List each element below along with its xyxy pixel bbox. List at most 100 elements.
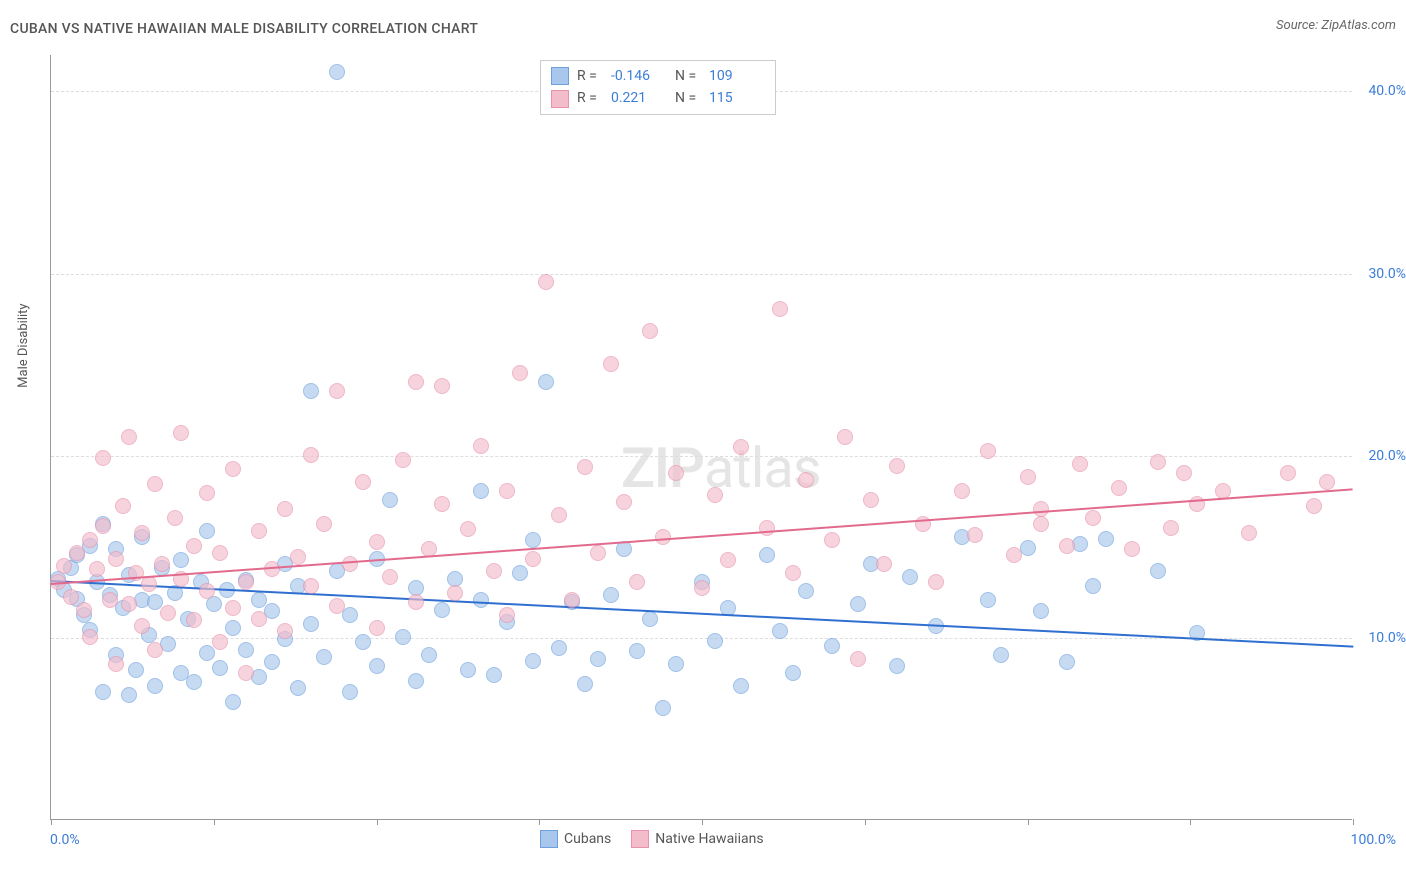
data-point — [512, 565, 528, 581]
data-point — [694, 580, 710, 596]
data-point — [798, 472, 814, 488]
x-tick-mark — [1028, 819, 1029, 825]
data-point — [1098, 531, 1114, 547]
data-point — [173, 425, 189, 441]
data-point — [1319, 474, 1335, 490]
data-point — [590, 545, 606, 561]
x-tick-mark — [1353, 819, 1354, 825]
data-point — [303, 616, 319, 632]
data-point — [551, 507, 567, 523]
data-point — [525, 653, 541, 669]
y-tick-label: 10.0% — [1368, 630, 1406, 646]
data-point — [1033, 516, 1049, 532]
data-point — [89, 561, 105, 577]
data-point — [1085, 578, 1101, 594]
data-point — [134, 525, 150, 541]
data-point — [303, 447, 319, 463]
data-point — [115, 498, 131, 514]
data-point — [69, 545, 85, 561]
data-point — [538, 274, 554, 290]
data-point — [199, 523, 215, 539]
data-point — [1150, 563, 1166, 579]
data-point — [128, 662, 144, 678]
x-tick-mark — [214, 819, 215, 825]
r-value: -0.146 — [611, 65, 667, 87]
data-point — [173, 552, 189, 568]
data-point — [629, 574, 645, 590]
legend-row: R =-0.146N =109 — [551, 65, 765, 87]
x-tick-mark — [539, 819, 540, 825]
legend-swatch — [540, 830, 558, 848]
data-point — [928, 574, 944, 590]
data-point — [238, 642, 254, 658]
data-point — [147, 476, 163, 492]
data-point — [251, 611, 267, 627]
data-point — [329, 383, 345, 399]
data-point — [434, 378, 450, 394]
data-point — [369, 620, 385, 636]
data-point — [408, 673, 424, 689]
data-point — [460, 521, 476, 537]
data-point — [642, 611, 658, 627]
data-point — [499, 483, 515, 499]
x-axis-start-label: 0.0% — [50, 832, 80, 848]
data-point — [785, 665, 801, 681]
data-point — [486, 563, 502, 579]
data-point — [264, 654, 280, 670]
data-point — [382, 492, 398, 508]
data-point — [395, 452, 411, 468]
data-point — [212, 545, 228, 561]
data-point — [889, 658, 905, 674]
data-point — [902, 569, 918, 585]
legend-swatch — [631, 830, 649, 848]
data-point — [1006, 547, 1022, 563]
data-point — [212, 660, 228, 676]
data-point — [212, 634, 228, 650]
data-point — [824, 638, 840, 654]
x-tick-mark — [1190, 819, 1191, 825]
data-point — [538, 374, 554, 390]
data-point — [369, 534, 385, 550]
data-point — [408, 374, 424, 390]
data-point — [603, 356, 619, 372]
r-label: R = — [577, 65, 603, 87]
data-point — [525, 551, 541, 567]
data-point — [460, 662, 476, 678]
series-name: Native Hawaiians — [655, 831, 763, 847]
data-point — [785, 565, 801, 581]
data-point — [395, 629, 411, 645]
data-point — [160, 605, 176, 621]
data-point — [525, 532, 541, 548]
data-point — [1020, 469, 1036, 485]
data-point — [837, 429, 853, 445]
data-point — [342, 556, 358, 572]
data-point — [863, 492, 879, 508]
data-point — [434, 602, 450, 618]
data-point — [225, 461, 241, 477]
data-point — [329, 64, 345, 80]
data-point — [355, 634, 371, 650]
data-point — [141, 576, 157, 592]
data-point — [1111, 480, 1127, 496]
data-point — [408, 594, 424, 610]
data-point — [1059, 654, 1075, 670]
data-point — [434, 496, 450, 512]
data-point — [154, 556, 170, 572]
x-tick-mark — [865, 819, 866, 825]
data-point — [108, 656, 124, 672]
x-tick-mark — [702, 819, 703, 825]
data-point — [772, 623, 788, 639]
data-point — [668, 465, 684, 481]
data-point — [108, 551, 124, 567]
data-point — [733, 678, 749, 694]
data-point — [1059, 538, 1075, 554]
data-point — [121, 596, 137, 612]
data-point — [147, 678, 163, 694]
data-point — [303, 383, 319, 399]
data-point — [95, 518, 111, 534]
data-point — [603, 587, 619, 603]
data-point — [577, 676, 593, 692]
data-point — [616, 541, 632, 557]
data-point — [382, 569, 398, 585]
data-point — [342, 684, 358, 700]
